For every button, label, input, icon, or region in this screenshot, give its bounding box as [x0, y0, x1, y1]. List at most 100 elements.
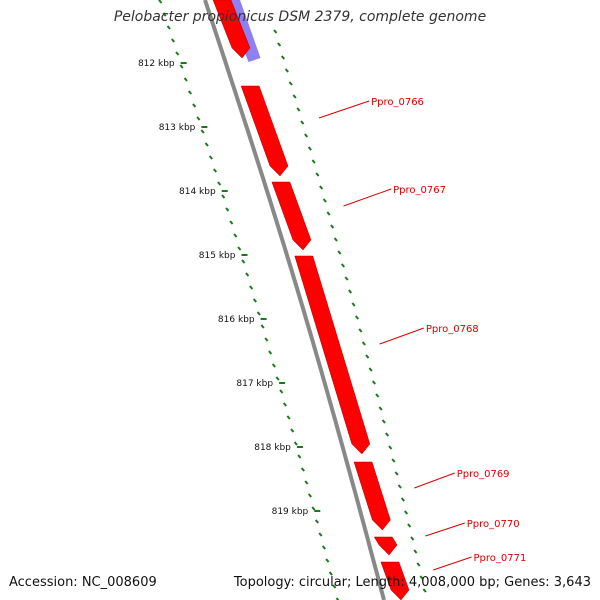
forward-gene-arrow	[380, 561, 410, 600]
scale-dot	[208, 155, 213, 160]
outer-dot	[273, 29, 278, 34]
outer-dot	[337, 250, 342, 255]
scale-dot	[245, 272, 250, 277]
scale-dot	[171, 38, 176, 43]
scale-dot	[183, 77, 188, 82]
scale-dot	[200, 129, 205, 134]
outer-dot	[284, 68, 289, 73]
scale-dot	[286, 415, 291, 420]
scale-dot	[225, 207, 230, 212]
gene-label: Ppro_0767	[393, 185, 446, 196]
scale-dot	[221, 194, 226, 199]
scale-dot	[325, 558, 330, 563]
outer-dot	[300, 120, 305, 125]
scale-dot	[271, 363, 276, 368]
outer-dot	[394, 471, 399, 476]
scale-dot	[332, 584, 337, 589]
outer-dot	[365, 354, 370, 359]
outer-dot	[371, 380, 376, 385]
gene-leader-line	[318, 100, 370, 119]
gene-leader-line	[425, 522, 465, 537]
scale-dot	[300, 467, 305, 472]
outer-dot	[388, 445, 393, 450]
gene-label: Ppro_0771	[474, 553, 527, 564]
outer-dot	[307, 146, 312, 151]
scale-dot	[187, 90, 193, 95]
gene-leader-line	[343, 188, 392, 207]
outer-dot	[340, 263, 346, 268]
scale-dot	[213, 168, 218, 173]
outer-dot	[344, 276, 349, 281]
genome-title: Pelobacter propionicus DSM 2379, complet…	[113, 9, 487, 25]
scale-dot	[241, 259, 246, 264]
scale-dot	[268, 350, 273, 355]
outer-dot	[391, 458, 396, 463]
outer-dot	[375, 393, 380, 398]
forward-gene-arrow	[373, 536, 398, 556]
outer-dot	[385, 432, 390, 437]
scale-dot	[314, 519, 319, 524]
scale-dot	[175, 51, 180, 56]
scale-dot	[179, 64, 184, 69]
accession-label: Accession: NC_008609	[9, 575, 157, 590]
scale-dot	[260, 324, 265, 329]
outer-dot	[407, 523, 412, 528]
scale-dot	[237, 246, 242, 251]
gene-label: Ppro_0769	[457, 469, 510, 480]
scale-tick-label: 814 kbp	[179, 187, 216, 197]
outer-dot	[330, 224, 335, 229]
scale-dot	[158, 0, 163, 4]
outer-dot	[280, 55, 286, 60]
scale-dot	[192, 103, 197, 108]
scale-dot	[304, 480, 309, 485]
outer-dot	[355, 315, 360, 320]
scale-dot	[233, 233, 238, 238]
scale-tick-label: 817 kbp	[236, 379, 273, 389]
outer-dot	[288, 81, 293, 86]
map-layer: 812 kbp 813 kbp 814 kbp 815 kbp 816 kbp 817 k…	[138, 0, 526, 600]
outer-dot	[348, 289, 353, 294]
scale-dot	[311, 506, 316, 511]
outer-dot	[410, 536, 415, 541]
scale-dot	[282, 402, 287, 407]
outer-dot	[422, 588, 427, 593]
gene-leader-line	[414, 472, 455, 489]
scale-tick-label: 813 kbp	[159, 123, 196, 133]
gene-leader-line	[379, 327, 424, 345]
gene-label: Ppro_0768	[426, 324, 479, 335]
scale-tick-label: 816 kbp	[218, 315, 255, 325]
forward-gene-arrow	[240, 85, 289, 177]
outer-dot	[381, 419, 386, 424]
scale-dot	[249, 285, 254, 290]
outer-dot	[319, 185, 324, 190]
scale-dot	[166, 25, 171, 30]
scale-dot	[264, 337, 269, 342]
scale-dot	[217, 181, 222, 186]
scale-dot	[297, 454, 302, 459]
outer-dot	[368, 367, 373, 372]
outer-dot	[304, 133, 309, 138]
gene-leader-line	[433, 556, 472, 571]
scale-dot	[252, 298, 257, 303]
outer-dot	[322, 198, 327, 203]
outer-dot	[378, 406, 383, 411]
scale-dot	[275, 376, 280, 381]
outer-dot	[333, 237, 338, 242]
scale-dot	[256, 311, 261, 316]
scale-dot	[307, 493, 312, 498]
scale-dot	[290, 428, 295, 433]
outer-dot	[361, 341, 366, 346]
outer-dot	[292, 94, 297, 99]
forward-gene-arrow	[294, 255, 371, 455]
forward-gene-arrow	[353, 461, 391, 531]
outer-dot	[404, 510, 409, 515]
backbone-line	[203, 0, 386, 600]
outer-dot	[351, 302, 356, 307]
outer-dot	[311, 159, 316, 164]
outer-dot	[416, 562, 421, 567]
outer-dot	[358, 328, 363, 333]
gene-label: Ppro_0770	[467, 519, 520, 530]
scale-dot	[293, 441, 298, 446]
outer-dot	[419, 575, 424, 580]
